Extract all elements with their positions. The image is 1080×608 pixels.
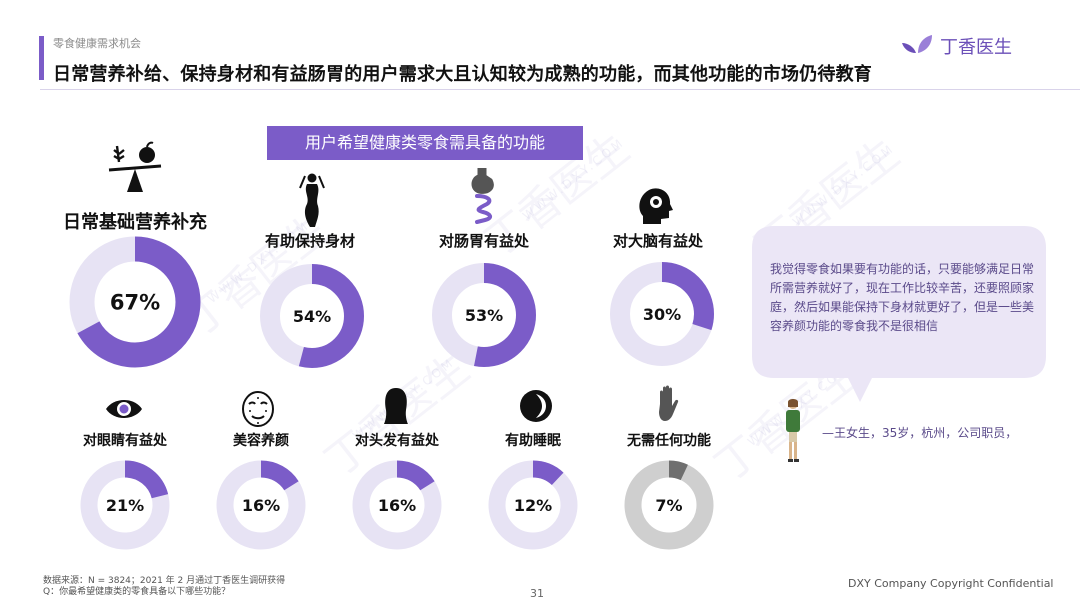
brain-icon <box>637 186 673 230</box>
donut-value-arc-none <box>624 460 714 550</box>
item-label-stomach: 对肠胃有益处 <box>438 232 530 250</box>
donut-value-arc-body <box>260 264 364 368</box>
donut-value-arc-hair <box>352 460 442 550</box>
donut-value-label-none: 7% <box>655 496 682 515</box>
donut-value-arc-eye <box>80 460 170 550</box>
face-mask-icon <box>240 390 276 432</box>
item-label-none: 无需任何功能 <box>627 433 711 449</box>
item-label-body: 有助保持身材 <box>264 232 356 250</box>
donut-value-label-body: 54% <box>293 307 331 326</box>
quote-author: —王女生，35岁，杭州，公司职员， <box>822 426 1018 440</box>
quote-bubble <box>752 226 1046 402</box>
donut-value-arc-nutrition <box>69 236 201 368</box>
hair-icon <box>381 386 411 430</box>
item-label-hair: 对头发有益处 <box>355 433 439 449</box>
body-shape-icon <box>297 172 327 232</box>
donut-value-arc-brain <box>610 262 714 366</box>
survey-question-text: Q：你最希望健康类的零食具备以下哪些功能？ <box>43 587 231 597</box>
item-label-brain: 对大脑有益处 <box>612 232 704 250</box>
section-label: 零食健康需求机会 <box>53 37 141 50</box>
donut-value-label-eye: 21% <box>106 496 144 515</box>
item-label-nutrition: 日常基础营养补充 <box>63 212 207 233</box>
nutrition-balance-icon <box>105 140 165 202</box>
donut-value-label-sleep: 12% <box>514 496 552 515</box>
page-title: 日常营养补给、保持身材和有益肠胃的用户需求大且认知较为成熟的功能，而其他功能的市… <box>53 64 872 85</box>
donut-value-label-brain: 30% <box>643 305 681 324</box>
moon-icon <box>519 389 553 427</box>
donut-value-label-hair: 16% <box>378 496 416 515</box>
stomach-icon <box>467 166 501 230</box>
donut-value-arc-beauty <box>216 460 306 550</box>
brand-logo: 丁香医生 <box>900 33 1012 59</box>
donut-value-label-nutrition: 67% <box>110 291 160 315</box>
footer-source: 数据来源：N = 3824；2021 年 2 月通过丁香医生调研获得 Q：你最希… <box>43 576 285 598</box>
person-icon <box>784 398 802 468</box>
donut-value-arc-stomach <box>432 263 536 367</box>
stop-hand-icon <box>653 384 683 428</box>
donut-value-label-beauty: 16% <box>242 496 280 515</box>
chart-title: 用户希望健康类零食需具备的功能 <box>267 126 583 160</box>
title-accent-bar <box>39 36 44 80</box>
donut-value-label-stomach: 53% <box>465 306 503 325</box>
item-label-eye: 对眼睛有益处 <box>83 433 167 449</box>
eye-icon <box>104 397 144 425</box>
page-number: 31 <box>530 587 544 600</box>
header-divider <box>40 89 1080 90</box>
brand-name: 丁香医生 <box>940 37 1012 58</box>
leaf-logo-icon <box>900 33 934 59</box>
copyright-text: DXY Company Copyright Confidential <box>848 577 1054 590</box>
data-source-text: 数据来源：N = 3824；2021 年 2 月通过丁香医生调研获得 <box>43 576 286 586</box>
item-label-beauty: 美容养颜 <box>233 433 289 449</box>
quote-text: 我觉得零食如果要有功能的话，只要能够满足日常所需营养就好了，现在工作比较辛苦，还… <box>770 262 1035 333</box>
item-label-sleep: 有助睡眠 <box>505 433 561 449</box>
donut-value-arc-sleep <box>488 460 578 550</box>
